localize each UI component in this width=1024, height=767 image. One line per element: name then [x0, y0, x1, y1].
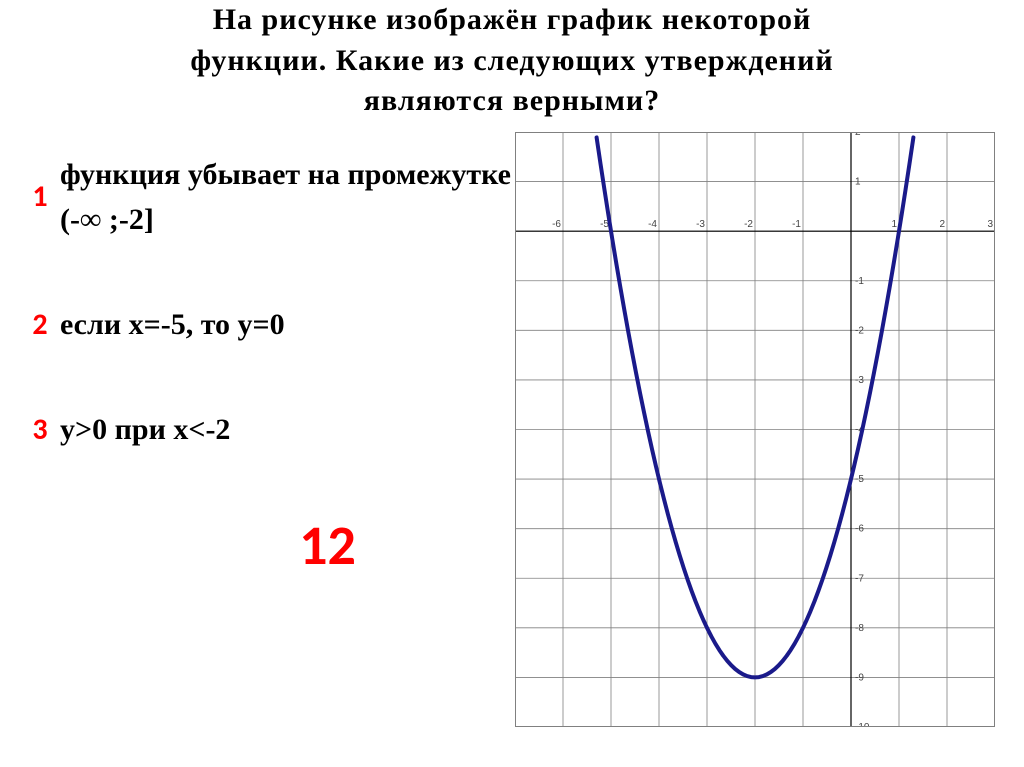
svg-text:-8: -8: [855, 622, 864, 633]
header-line-2: функции. Какие из следующих утверждений: [190, 44, 833, 77]
chart-column: -6-5-4-3-2-1123-10-9-8-7-6-5-4-3-2-112: [515, 132, 995, 727]
option-2-text: если x=-5, то y=0: [60, 302, 285, 347]
svg-text:-9: -9: [855, 672, 864, 683]
svg-text:-4: -4: [648, 219, 657, 230]
option-3-num: 3: [20, 411, 60, 448]
svg-text:-3: -3: [696, 219, 705, 230]
header-line-1: На рисунке изображён график некоторой: [213, 3, 812, 36]
svg-text:-6: -6: [552, 219, 561, 230]
options-column: 1 функция убывает на промежутке (-∞ ;-2]…: [20, 132, 515, 727]
svg-text:-2: -2: [744, 219, 753, 230]
svg-text:1: 1: [855, 176, 861, 187]
svg-text:-1: -1: [855, 275, 864, 286]
option-1-text: функция убывает на промежутке (-∞ ;-2]: [60, 152, 515, 242]
option-2-num: 2: [20, 306, 60, 343]
svg-text:-2: -2: [855, 325, 864, 336]
svg-text:-7: -7: [855, 573, 864, 584]
option-3: 3 y>0 при x<-2: [20, 407, 515, 452]
content-area: 1 функция убывает на промежутке (-∞ ;-2]…: [0, 132, 1024, 727]
option-1-num: 1: [20, 178, 60, 215]
svg-text:-6: -6: [855, 523, 864, 534]
option-2: 2 если x=-5, то y=0: [20, 302, 515, 347]
answer-text: 12: [140, 512, 515, 580]
svg-text:-1: -1: [792, 219, 801, 230]
header-line-3: являются верными?: [364, 84, 660, 117]
svg-text:1: 1: [891, 219, 897, 230]
svg-text:2: 2: [939, 219, 945, 230]
question-header: На рисунке изображён график некоторой фу…: [0, 0, 1024, 132]
svg-text:-5: -5: [855, 474, 864, 485]
svg-text:-3: -3: [855, 374, 864, 385]
option-3-text: y>0 при x<-2: [60, 407, 230, 452]
parabola-chart: -6-5-4-3-2-1123-10-9-8-7-6-5-4-3-2-112: [515, 132, 995, 727]
svg-text:3: 3: [987, 219, 993, 230]
option-1: 1 функция убывает на промежутке (-∞ ;-2]: [20, 152, 515, 242]
